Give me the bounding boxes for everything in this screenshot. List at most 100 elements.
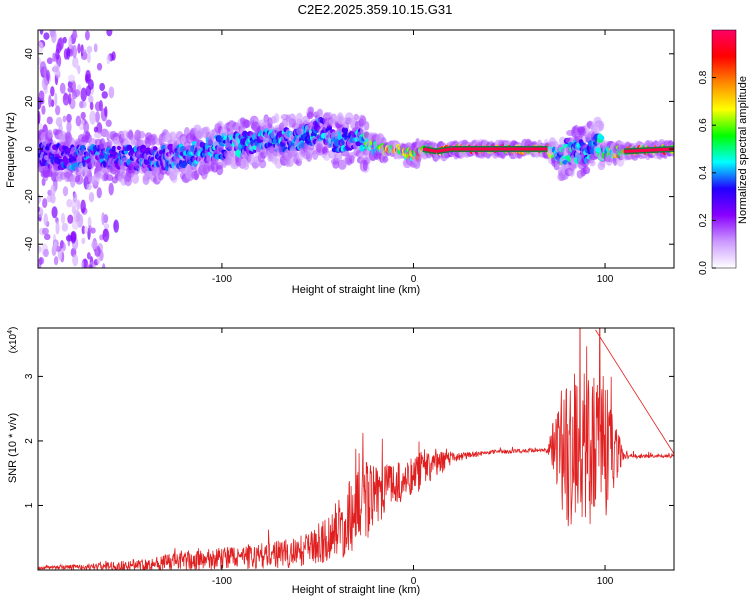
heatmap-cell — [288, 113, 297, 125]
heatmap-cell — [41, 76, 48, 91]
heatmap-cell — [67, 136, 75, 147]
heatmap-cell — [76, 199, 81, 210]
heatmap-cell — [243, 119, 251, 128]
heatmap-cell — [41, 105, 46, 115]
heatmap-cell — [105, 174, 114, 181]
heatmap-cell — [196, 130, 202, 139]
heatmap-cell — [47, 129, 53, 139]
heatmap-cell — [50, 99, 55, 107]
heatmap-cell — [599, 135, 605, 141]
heatmap-cell — [59, 249, 63, 261]
spectrogram-panel: -100 0 100 -40 -20 0 20 40 Height of straight l… — [5, 29, 675, 296]
heatmap-cell — [77, 65, 81, 75]
heatmap-cell — [131, 173, 140, 184]
snr-frame — [37, 327, 675, 571]
heatmap-cell — [87, 216, 92, 229]
heatmap-cell — [68, 93, 72, 105]
ridge-band — [436, 147, 453, 153]
heatmap-cell — [68, 74, 75, 83]
heatmap-cell — [337, 134, 342, 141]
heatmap-cell — [84, 30, 90, 41]
heatmap-cell — [75, 58, 79, 71]
x-tick-label: 100 — [597, 576, 614, 587]
heatmap-cell — [66, 113, 72, 123]
y-tick-label: 3 — [24, 373, 35, 379]
scale-prefix: (x10 — [8, 333, 19, 353]
heatmap-cell — [136, 130, 146, 139]
colorbar-scale — [711, 29, 737, 269]
snr-series — [38, 328, 674, 570]
heatmap-cell — [39, 30, 44, 35]
heatmap-cell — [48, 94, 52, 108]
heatmap-cell — [55, 220, 60, 235]
heatmap-cell — [108, 86, 115, 99]
heatmap-cell — [113, 219, 120, 233]
heatmap-cell — [85, 85, 91, 97]
heatmap-cell — [242, 162, 250, 170]
heatmap-cell — [108, 182, 114, 196]
heatmap-cell — [353, 113, 359, 121]
heatmap-cell — [106, 30, 113, 37]
chart-title: C2E2.2025.359.10.15.G31 — [297, 2, 453, 17]
heatmap-cell — [86, 183, 92, 191]
heatmap-cell — [43, 248, 49, 258]
heatmap-cell — [60, 212, 66, 224]
heatmap-cell — [99, 82, 106, 92]
heatmap-cell — [106, 139, 113, 149]
heatmap-cell — [88, 224, 92, 234]
heatmap-cell — [96, 122, 103, 134]
heatmap-cell — [46, 195, 53, 203]
heatmap-cell — [80, 111, 86, 120]
heatmap-cell — [251, 161, 260, 169]
heatmap-cell — [54, 92, 58, 107]
heatmap-cell — [96, 62, 103, 71]
heatmap-cell — [382, 156, 389, 163]
spectrogram-heatmap — [38, 30, 674, 268]
heatmap-cell — [72, 254, 79, 267]
colorbar-tick-label: 0.4 — [698, 165, 709, 179]
heatmap-cell — [273, 113, 280, 123]
heatmap-cell — [106, 54, 111, 65]
x-tick-label: 0 — [411, 274, 417, 285]
heatmap-cell — [67, 214, 74, 224]
y-tick-label: 0 — [24, 146, 35, 152]
heatmap-cell — [286, 156, 294, 168]
spectrogram-x-axis-label: Height of straight line (km) — [292, 284, 420, 296]
scale-exponent: 4 — [7, 330, 14, 334]
heatmap-cell — [77, 43, 81, 54]
heatmap-cell — [333, 152, 343, 162]
heatmap-cell — [51, 30, 57, 44]
heatmap-cell — [86, 50, 91, 64]
heatmap-cell — [88, 95, 94, 104]
heatmap-cell — [88, 264, 93, 268]
heatmap-cell — [364, 121, 370, 131]
heatmap-cell — [38, 97, 42, 110]
heatmap-cell — [105, 119, 112, 128]
heatmap-cell — [214, 153, 221, 160]
heatmap-cell — [102, 228, 110, 243]
heatmap-cell — [66, 120, 72, 134]
heatmap-cell — [573, 124, 580, 136]
y-tick-label: 2 — [24, 438, 35, 444]
heatmap-cell — [84, 73, 91, 85]
heatmap-cell — [70, 230, 77, 242]
heatmap-cell — [46, 69, 50, 82]
x-tick-label: -100 — [212, 576, 232, 587]
colorbar-tick-label: 0.6 — [698, 118, 709, 132]
heatmap-cell — [46, 57, 53, 65]
snr-scale-factor: (x104) — [7, 327, 19, 354]
y-tick-label: -40 — [24, 237, 35, 252]
heatmap-cell — [589, 160, 596, 167]
snr-y-axis-label: SNR (10 * v/v) — [7, 413, 19, 483]
x-tick-label: -100 — [212, 274, 232, 285]
heatmap-cell — [111, 145, 117, 153]
ridge-band — [624, 147, 674, 153]
heatmap-cell — [74, 174, 84, 185]
heatmap-cell — [88, 192, 95, 203]
heatmap-cell — [322, 145, 328, 155]
heatmap-cell — [86, 252, 91, 260]
colorbar: 0.0 0.2 0.4 0.6 0.8 Normalized spectral ampl… — [698, 29, 749, 275]
heatmap-cell — [258, 159, 267, 169]
spectrogram-y-axis-label: Frequency (Hz) — [5, 112, 17, 188]
